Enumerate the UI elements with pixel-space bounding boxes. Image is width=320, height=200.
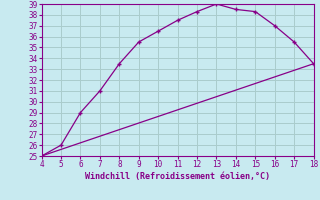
- X-axis label: Windchill (Refroidissement éolien,°C): Windchill (Refroidissement éolien,°C): [85, 172, 270, 181]
